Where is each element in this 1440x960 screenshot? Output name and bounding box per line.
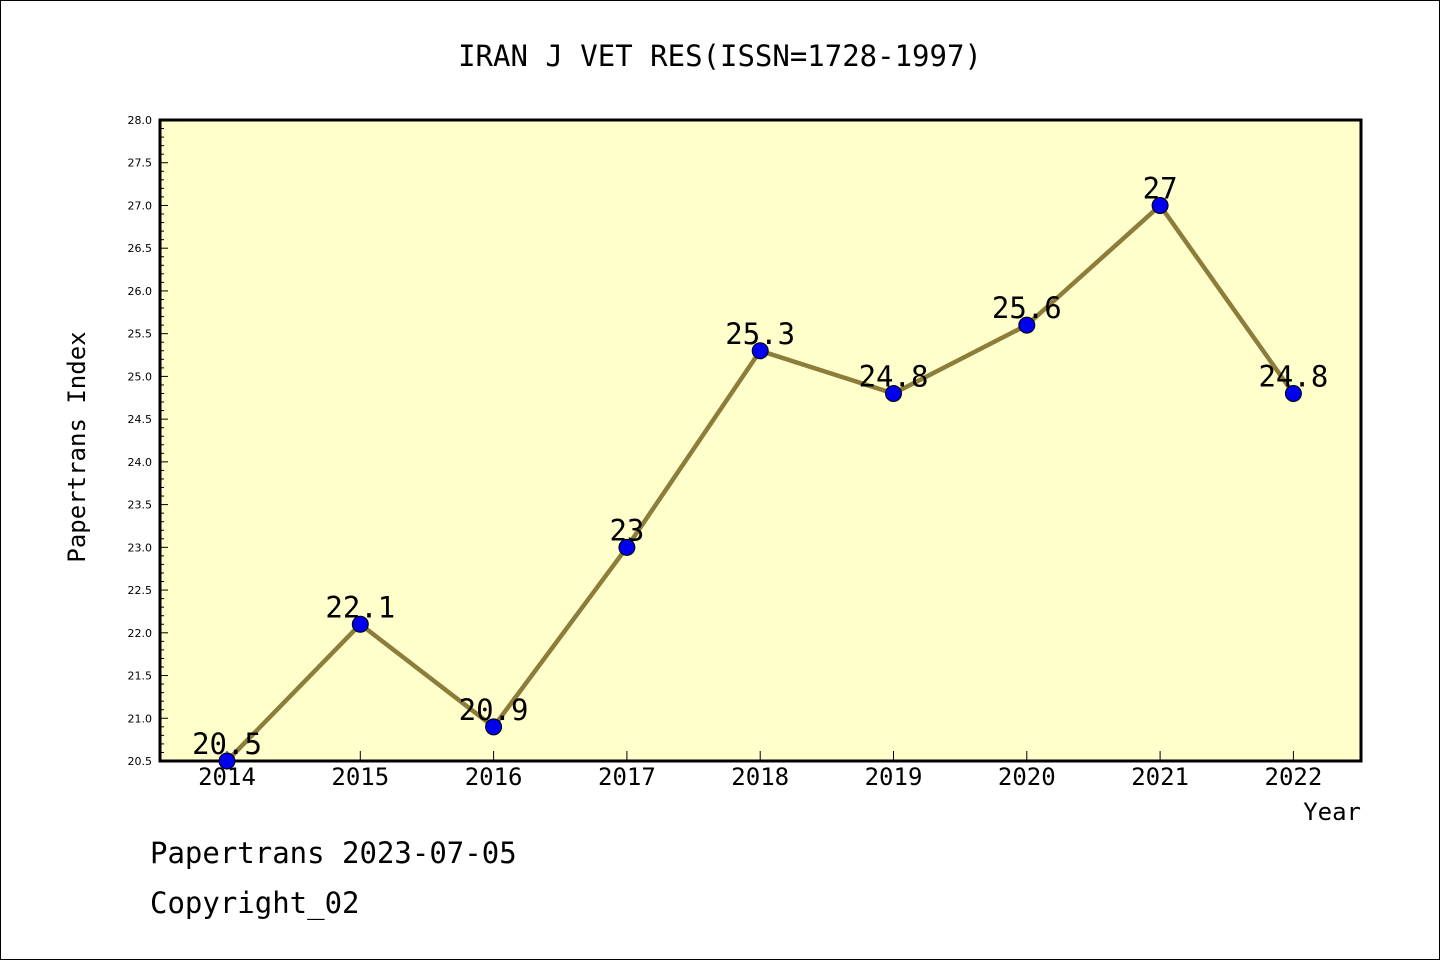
- y-tick-label: 21.5: [128, 670, 153, 683]
- chart-title: IRAN J VET RES(ISSN=1728-1997): [458, 39, 982, 73]
- plot-area: [158, 118, 1363, 763]
- y-tick-label: 26.0: [128, 285, 153, 298]
- y-tick-label: 24.5: [128, 413, 153, 426]
- x-tick-label: 2018: [731, 763, 789, 791]
- data-point: [1018, 316, 1036, 334]
- data-point: [1151, 196, 1169, 214]
- y-tick-label: 27.5: [128, 157, 153, 170]
- y-tick-label: 22.0: [128, 627, 153, 640]
- y-tick-label: 20.5: [128, 755, 153, 768]
- x-axis-ticks: [226, 751, 1294, 761]
- y-tick-label: 28.0: [128, 114, 153, 127]
- y-tick-label: 27.0: [128, 199, 153, 212]
- data-labels: 20.5 22.1 20.9 23 25.3 24.8 25.6 27 24.8: [192, 171, 1328, 761]
- series-points: [218, 196, 1302, 770]
- y-axis-ticks: [160, 119, 168, 762]
- x-tick-label: 2016: [465, 763, 523, 791]
- data-point: [1284, 384, 1302, 402]
- data-label: 20.5: [192, 727, 262, 761]
- data-label: 23: [609, 513, 644, 547]
- x-tick-label: 2021: [1131, 763, 1189, 791]
- x-tick-label: 2022: [1265, 763, 1323, 791]
- x-tick-label: 2020: [998, 763, 1056, 791]
- x-tick-label: 2015: [331, 763, 389, 791]
- data-point: [885, 384, 902, 402]
- data-point: [218, 752, 236, 770]
- x-axis-title: Year: [1303, 798, 1361, 826]
- x-tick-label: 2017: [598, 763, 656, 791]
- data-label: 24.8: [1258, 359, 1328, 393]
- x-tick-label: 2019: [865, 763, 923, 791]
- y-tick-label: 26.5: [128, 242, 153, 255]
- y-tick-label: 24.0: [128, 456, 153, 469]
- x-axis-tick-labels: 2014 2015 2016 2017 2018 2019 2020 2021 2022: [198, 763, 1322, 791]
- data-label: 22.1: [325, 590, 395, 624]
- data-point: [618, 538, 636, 556]
- y-tick-label: 22.5: [128, 584, 153, 597]
- y-tick-label: 25.5: [128, 328, 153, 341]
- footer-copyright: Copyright_02: [150, 886, 360, 920]
- footer-source: Papertrans 2023-07-05: [150, 836, 517, 870]
- y-tick-label: 21.0: [128, 712, 153, 725]
- y-tick-label: 25.0: [128, 370, 153, 383]
- y-axis-title: Papertrans Index: [63, 331, 91, 562]
- data-point: [751, 342, 769, 360]
- y-tick-label: 23.0: [128, 541, 153, 554]
- data-label: 24.8: [859, 359, 929, 393]
- data-label: 25.6: [992, 291, 1062, 325]
- data-label: 27: [1143, 171, 1178, 205]
- data-point: [351, 615, 369, 633]
- data-point: [485, 718, 503, 736]
- y-tick-label: 23.5: [128, 499, 153, 512]
- y-axis-tick-labels: 20.5 21.0 21.5 22.0 22.5 23.0 23.5 24.0 24.5 25.0…: [128, 114, 153, 768]
- data-label: 25.3: [725, 317, 795, 351]
- data-label: 20.9: [459, 693, 529, 727]
